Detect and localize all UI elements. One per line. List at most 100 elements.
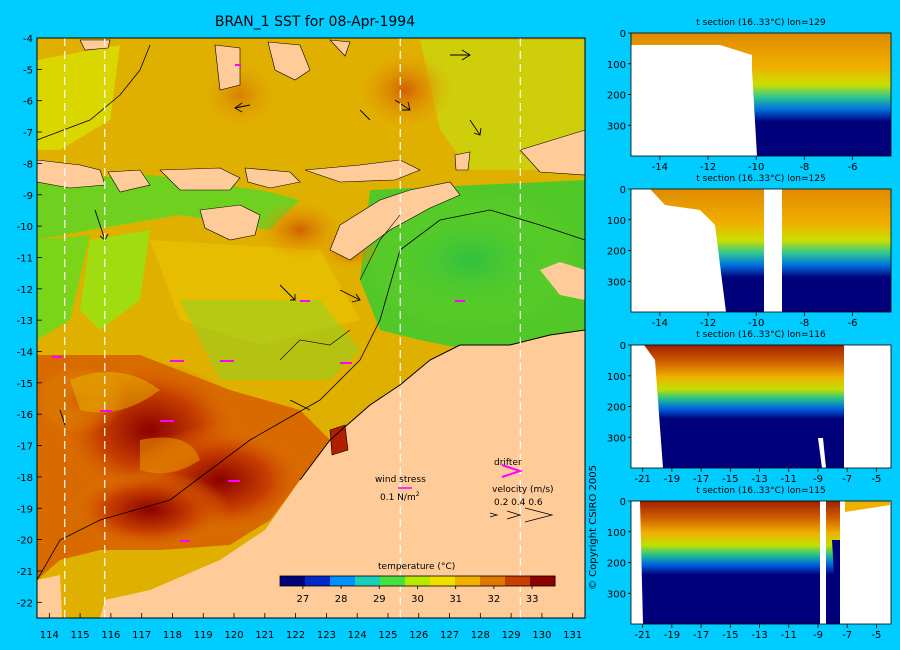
colorbar-tick-label: 27 <box>297 594 310 605</box>
lat-tick-label: -4 <box>23 34 33 45</box>
section-y-tick-label: 100 <box>607 216 626 227</box>
section-x-tick-label: -17 <box>693 630 709 641</box>
section-x-tick-label: -14 <box>652 318 668 329</box>
section-x-tick-label: -15 <box>722 630 738 641</box>
section-x-tick-label: -21 <box>635 630 651 641</box>
section-y-tick-label: 300 <box>607 589 626 600</box>
wind-stress-label: wind stress <box>375 475 426 485</box>
lat-tick-label: -14 <box>17 348 33 359</box>
velocity-scale-arrows <box>489 507 554 523</box>
lat-tick-label: -19 <box>17 504 33 515</box>
lon-tick-label: 115 <box>71 630 90 641</box>
colorbar-segment <box>380 576 406 586</box>
lat-tick-label: -17 <box>17 442 33 453</box>
section-x-tick-label: -9 <box>813 630 823 641</box>
lat-tick-label: -20 <box>17 536 33 547</box>
lon-tick-label: 119 <box>194 630 213 641</box>
wind-stress-value: 0.1 N/m <box>380 493 416 503</box>
map-axes: 114 115 116 117 118 119 120 121 122 123 124 125 126 1… <box>17 34 583 641</box>
section-x-tick-label: -10 <box>748 162 764 173</box>
section-x-tick-label: -19 <box>664 630 680 641</box>
lat-tick-label: -5 <box>23 65 33 76</box>
section-lines <box>64 38 521 618</box>
section-x-tick-label: -15 <box>722 474 738 485</box>
lon-tick-label: 116 <box>101 630 120 641</box>
section-x-tick-label: -13 <box>751 474 767 485</box>
section-panel-lon129: t section (16..33°C) lon=129 <box>630 18 892 157</box>
velocity-label: velocity (m/s) <box>492 485 554 495</box>
lat-tick-label: -6 <box>23 97 33 108</box>
section-x-tick-label: -6 <box>847 318 857 329</box>
lon-tick-label: 129 <box>502 630 521 641</box>
lon-tick-label: 124 <box>348 630 367 641</box>
section-x-tick-label: -14 <box>652 162 668 173</box>
velocity-scale-values: 0.2 0.4 0.6 <box>494 498 543 508</box>
section-title: t section (16..33°C) lon=116 <box>696 330 826 340</box>
section-title: t section (16..33°C) lon=125 <box>696 174 825 184</box>
wind-stress-exponent: 2 <box>416 491 420 498</box>
section-y-tick-label: 0 <box>620 341 626 352</box>
lon-tick-label: 128 <box>471 630 490 641</box>
colorbar-segment <box>330 576 356 586</box>
colorbar-tick-label: 33 <box>526 594 539 605</box>
lon-tick-label: 122 <box>286 630 305 641</box>
section-x-tick-label: -19 <box>664 474 680 485</box>
lon-tick-label: 117 <box>132 630 151 641</box>
colorbar-segment <box>505 576 531 586</box>
colorbar-segment <box>480 576 506 586</box>
section-y-tick-label: 200 <box>607 403 626 414</box>
colorbar-segment <box>405 576 431 586</box>
section-x-tick-label: -11 <box>781 630 797 641</box>
lat-tick-label: -10 <box>17 222 33 233</box>
lon-tick-label: 121 <box>255 630 274 641</box>
lat-tick-label: -18 <box>17 473 33 484</box>
lat-tick-label: -21 <box>17 567 33 578</box>
section-x-tick-label: -5 <box>871 630 881 641</box>
colorbar-tick-label: 31 <box>449 594 462 605</box>
lon-tick-label: 127 <box>440 630 459 641</box>
section-x-tick-label: -10 <box>748 318 764 329</box>
lat-tick-label: -12 <box>17 285 33 296</box>
map-title: BRAN_1 SST for 08-Apr-1994 <box>214 14 416 30</box>
colorbar-segment <box>355 576 381 586</box>
sst-map: wind stress 0.1 N/m2 drifter velocity (m… <box>35 37 586 619</box>
section-panel-lon116: t section (16..33°C) lon=116 <box>630 330 892 469</box>
lat-tick-label: -16 <box>17 410 33 421</box>
lon-tick-label: 123 <box>317 630 336 641</box>
section-y-tick-label: 300 <box>607 277 626 288</box>
section-y-tick-label: 0 <box>620 497 626 508</box>
section-x-tick-label: -5 <box>871 474 881 485</box>
colorbar-segment <box>455 576 481 586</box>
section-axes: -14 -12 -10 -8 -6 0 100 200 300 -14 -12 -10 -8 -6 0 100… <box>607 29 881 641</box>
lon-tick-label: 131 <box>563 630 582 641</box>
section-title: t section (16..33°C) lon=129 <box>696 18 826 28</box>
lat-tick-label: -9 <box>23 191 33 202</box>
lon-tick-label: 126 <box>409 630 428 641</box>
colorbar-tick-label: 28 <box>335 594 348 605</box>
colorbar-tick-label: 32 <box>488 594 501 605</box>
section-panel-lon115: t section (16..33°C) lon=115 <box>630 486 892 625</box>
colorbar-tick-label: 30 <box>411 594 424 605</box>
lat-tick-label: -22 <box>17 598 33 609</box>
colorbar-segment <box>530 576 556 586</box>
lat-tick-label: -13 <box>17 316 33 327</box>
colorbar-tick-label: 29 <box>373 594 386 605</box>
section-x-tick-label: -8 <box>799 162 809 173</box>
lat-tick-label: -8 <box>23 159 33 170</box>
section-y-tick-label: 100 <box>607 60 626 71</box>
lat-tick-label: -15 <box>17 379 33 390</box>
lon-tick-label: 114 <box>40 630 59 641</box>
section-y-tick-label: 0 <box>620 185 626 196</box>
colorbar-title: temperature (°C) <box>378 562 455 572</box>
colorbar-segment <box>430 576 456 586</box>
section-x-tick-label: -6 <box>847 162 857 173</box>
section-x-tick-label: -21 <box>635 474 651 485</box>
section-y-tick-label: 200 <box>607 559 626 570</box>
section-y-tick-label: 0 <box>620 29 626 40</box>
section-x-tick-label: -8 <box>799 318 809 329</box>
section-x-tick-label: -11 <box>781 474 797 485</box>
lat-tick-label: -7 <box>23 128 33 139</box>
section-title: t section (16..33°C) lon=115 <box>696 486 825 496</box>
section-y-tick-label: 300 <box>607 121 626 132</box>
